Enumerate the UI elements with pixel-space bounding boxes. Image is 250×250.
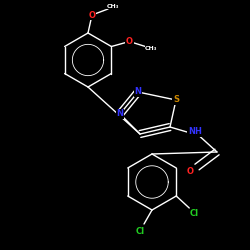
Text: N: N	[116, 110, 123, 118]
Text: O: O	[186, 168, 194, 176]
Text: O: O	[88, 10, 96, 20]
Text: O: O	[126, 37, 133, 46]
Text: Cl: Cl	[190, 210, 199, 218]
Text: Cl: Cl	[136, 228, 144, 236]
Text: N: N	[134, 88, 141, 96]
Text: CH₃: CH₃	[145, 46, 158, 51]
Text: S: S	[173, 96, 179, 104]
Text: CH₃: CH₃	[107, 4, 119, 8]
Text: NH: NH	[188, 128, 202, 136]
